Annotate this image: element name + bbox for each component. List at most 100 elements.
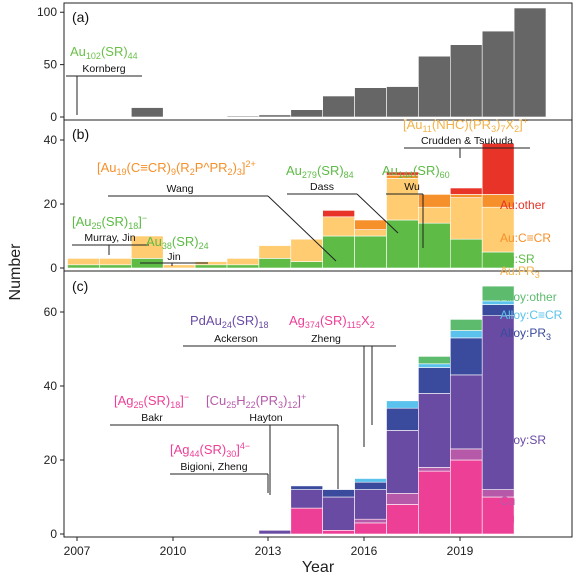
bar-segment (290, 507, 323, 535)
y-tick-label: 0 (50, 261, 57, 275)
bar-segment (290, 489, 323, 509)
bar-segment (322, 489, 355, 498)
panel-c-frame (63, 270, 573, 538)
bar-segment (162, 264, 196, 269)
annotation-authors-jin: Jin (167, 251, 181, 263)
bar-segment (386, 86, 419, 118)
bar-segment (354, 478, 387, 483)
annotation-authors-ackerson: Ackerson (214, 333, 258, 345)
bar-segment (322, 95, 355, 118)
y-tick-label: 0 (50, 110, 57, 124)
annotation-authors-hayton: Hayton (249, 412, 282, 424)
bar-segment (449, 337, 483, 376)
bar-segment (449, 374, 483, 450)
bars-layer (67, 7, 547, 535)
bar-segment (354, 518, 387, 524)
y-axis-label: Number (7, 243, 24, 301)
y-tick-label: 40 (44, 133, 58, 147)
bar-segment (67, 258, 100, 266)
annotation-formula-au11: [Au11(NHC)(PR3)7X2]+ (403, 116, 528, 134)
bar-segment (99, 258, 132, 266)
bar-segment (290, 261, 323, 269)
bar-segment (386, 219, 419, 269)
panel-a-label: (a) (72, 9, 89, 25)
bar-segment (481, 496, 515, 535)
y-ticks-layer: 0 50 100 0 20 40 0 20 40 60 (37, 5, 64, 541)
bar-segment (354, 219, 387, 230)
annotation-authors-dass: Dass (310, 181, 334, 193)
annotation-formula-au38: Au38(SR)24 (146, 234, 209, 251)
bar-segment (258, 114, 292, 118)
bar-segment (449, 187, 483, 195)
bar-segment (481, 285, 515, 302)
bar-segment (418, 55, 451, 118)
legend-item-alloy-ccr: Alloy:C≡CR (500, 308, 563, 322)
panel-b-label: (b) (72, 126, 89, 142)
legend-c: Alloy:other Alloy:C≡CR Alloy:PR3 Alloy:S… (500, 290, 563, 525)
bar-segment (449, 459, 483, 535)
legend-item-au-sr: Au:SR (500, 252, 535, 266)
bar-segment (322, 210, 355, 218)
y-tick-label: 20 (44, 197, 58, 211)
x-tick-label: 2010 (160, 544, 187, 558)
bar-segment (481, 30, 515, 118)
bar-segment (386, 504, 419, 535)
legend-item-alloy-other: Alloy:other (500, 290, 557, 304)
annotation-formula-pdau24: PdAu24(SR)18 (190, 313, 269, 330)
y-tick-label: 60 (44, 305, 58, 319)
bar-segment (449, 44, 483, 118)
bar-segment (418, 363, 451, 368)
bar-segment (258, 245, 292, 259)
annotation-authors-wu: Wu (404, 181, 420, 193)
x-tick-label: 2019 (447, 544, 474, 558)
bar-segment (481, 206, 515, 253)
x-ticks: 2007 2010 2013 2016 2019 (64, 537, 474, 558)
bar-segment (354, 489, 387, 520)
annotation-authors-wang: Wang (166, 183, 193, 195)
bar-segment (290, 485, 323, 490)
annotation-authors-zheng: Zheng (311, 333, 341, 345)
annotation-formula-ag25: [Ag25(SR)18]− (114, 392, 189, 410)
annotation-authors-kornberg: Kornberg (82, 63, 125, 75)
bar-segment (131, 107, 164, 118)
legend-item-au-ccr: Au:C≡CR (500, 231, 551, 245)
bar-segment (386, 400, 419, 409)
bar-segment (99, 264, 132, 269)
panel-c-label: (c) (72, 278, 88, 294)
annotation-formula-ag374: Ag374(SR)115X2 (289, 313, 375, 330)
bar-segment (226, 258, 260, 266)
bar-segment (449, 197, 483, 240)
bar-segment (290, 238, 323, 262)
bar-segment (354, 87, 387, 118)
bar-segment (322, 235, 355, 269)
bar-segment (290, 109, 323, 118)
bar-segment (322, 216, 355, 237)
bar-segment (449, 319, 483, 331)
annotation-authors-murray-jin: Murray, Jin (84, 232, 135, 244)
annotation-authors-bigioni-zheng: Bigioni, Zheng (180, 461, 247, 473)
legend-item-au-other: Au:other (500, 198, 545, 212)
bar-segment (386, 171, 419, 176)
annotation-authors-bakr: Bakr (141, 412, 163, 424)
bar-segment (354, 481, 387, 490)
bar-segment (418, 356, 451, 365)
bar-segment (386, 492, 419, 505)
bar-segment (418, 470, 451, 535)
bar-segment (354, 229, 387, 237)
y-tick-label: 50 (44, 58, 58, 72)
annotation-formula-au279: Au279(SR)84 (286, 163, 354, 180)
y-tick-label: 20 (44, 453, 58, 467)
legend-item-alloy-sr: Alloy:SR (500, 433, 546, 447)
bar-segment (194, 264, 228, 269)
bar-segment (418, 393, 451, 468)
legend-item-au-pr3: Au:PR3 (500, 264, 540, 280)
annotation-formula-ag44: [Ag44(SR)30]4− (170, 441, 250, 459)
x-tick-label: 2013 (255, 544, 282, 558)
annotation-authors-crudden-tsukuda: Crudden & Tsukuda (421, 135, 513, 147)
bar-segment (354, 522, 387, 535)
bar-segment (322, 529, 355, 535)
bar-segment (322, 496, 355, 531)
annotation-formula-cu25: [Cu25H22(PR3)12]+ (206, 392, 306, 410)
bar-segment (386, 430, 419, 494)
